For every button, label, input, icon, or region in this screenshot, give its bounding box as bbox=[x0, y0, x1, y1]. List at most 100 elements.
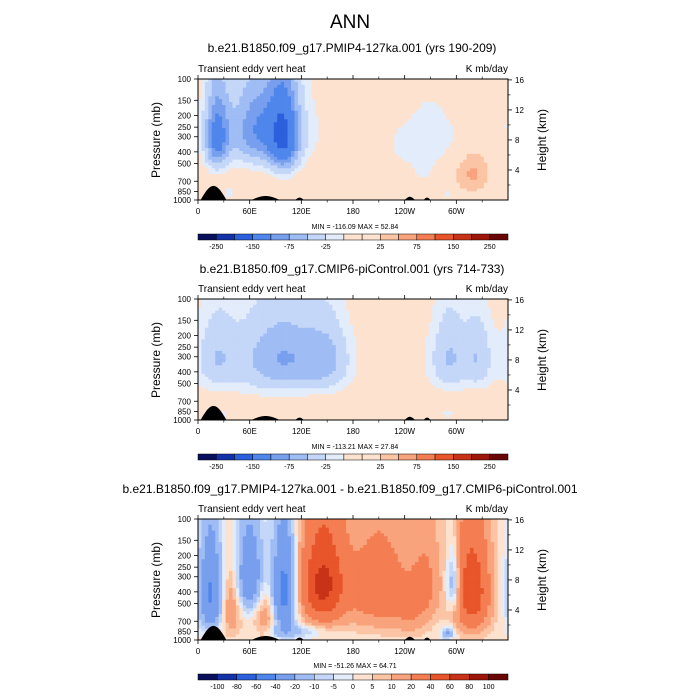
field-cell bbox=[284, 87, 288, 91]
field-cell bbox=[211, 102, 216, 106]
field-cell bbox=[342, 316, 347, 320]
field-cell bbox=[215, 319, 220, 323]
field-cell bbox=[263, 136, 268, 140]
field-cell bbox=[346, 96, 350, 100]
field-cell bbox=[504, 176, 509, 181]
field-cell bbox=[294, 151, 299, 155]
field-cell bbox=[501, 171, 505, 175]
field-cell bbox=[235, 122, 240, 126]
field-cell bbox=[394, 322, 399, 326]
field-cell bbox=[397, 327, 402, 332]
field-cell bbox=[308, 93, 313, 97]
field-cell bbox=[404, 319, 409, 323]
field-cell bbox=[322, 110, 326, 114]
panel-1-y2-axis-label: Height (km) bbox=[535, 109, 549, 171]
field-cell bbox=[473, 113, 478, 117]
field-cell bbox=[408, 194, 412, 198]
field-cell bbox=[332, 113, 337, 117]
field-cell bbox=[394, 139, 399, 143]
field-cell bbox=[211, 81, 216, 86]
field-cell bbox=[377, 299, 381, 303]
field-cell bbox=[322, 127, 326, 132]
field-cell bbox=[349, 299, 354, 303]
field-cell bbox=[204, 113, 209, 117]
field-cell bbox=[432, 133, 437, 137]
field-cell bbox=[415, 122, 419, 126]
field-cell bbox=[470, 81, 474, 86]
field-cell bbox=[253, 87, 257, 91]
field-cell bbox=[215, 185, 220, 189]
field-cell bbox=[470, 324, 474, 329]
field-cell bbox=[353, 324, 357, 329]
field-cell bbox=[242, 116, 247, 120]
field-cell bbox=[304, 310, 309, 314]
field-cell bbox=[242, 313, 247, 317]
field-cell bbox=[439, 116, 443, 120]
field-cell bbox=[466, 185, 471, 189]
field-cell bbox=[229, 142, 233, 146]
field-cell bbox=[494, 136, 499, 140]
field-cell bbox=[297, 99, 302, 103]
field-cell bbox=[483, 116, 488, 120]
field-cell bbox=[287, 197, 292, 201]
field-cell bbox=[263, 116, 268, 120]
field-cell bbox=[239, 168, 244, 172]
field-cell bbox=[222, 153, 226, 158]
field-cell bbox=[408, 176, 412, 181]
field-cell bbox=[401, 90, 406, 94]
field-cell bbox=[415, 194, 419, 198]
field-cell bbox=[480, 87, 485, 91]
field-cell bbox=[408, 90, 412, 94]
field-cell bbox=[353, 148, 357, 152]
field-cell bbox=[387, 197, 392, 201]
field-cell bbox=[490, 127, 495, 132]
field-cell bbox=[483, 299, 488, 303]
field-cell bbox=[366, 176, 371, 181]
field-cell bbox=[346, 104, 350, 109]
field-cell bbox=[497, 319, 502, 323]
field-cell bbox=[421, 130, 426, 135]
field-cell bbox=[222, 96, 226, 100]
field-cell bbox=[456, 194, 461, 198]
field-cell bbox=[311, 171, 316, 175]
field-cell bbox=[339, 322, 344, 326]
field-cell bbox=[473, 194, 478, 198]
field-cell bbox=[325, 79, 330, 83]
field-cell bbox=[411, 142, 416, 146]
field-cell bbox=[463, 156, 468, 161]
field-cell bbox=[198, 93, 202, 97]
field-cell bbox=[497, 81, 502, 86]
field-cell bbox=[384, 90, 388, 94]
field-cell bbox=[404, 125, 409, 129]
field-cell bbox=[322, 168, 326, 172]
field-cell bbox=[229, 113, 233, 117]
field-cell bbox=[229, 96, 233, 100]
field-cell bbox=[270, 84, 275, 88]
field-cell bbox=[339, 90, 344, 94]
field-cell bbox=[232, 153, 237, 158]
field-cell bbox=[421, 188, 426, 192]
field-cell bbox=[384, 79, 388, 83]
field-cell bbox=[325, 81, 330, 86]
field-cell bbox=[504, 102, 509, 106]
field-cell bbox=[452, 322, 457, 326]
field-cell bbox=[490, 327, 495, 332]
field-row bbox=[198, 310, 509, 314]
field-cell bbox=[452, 316, 457, 320]
field-cell bbox=[246, 188, 251, 192]
field-cell bbox=[411, 84, 416, 88]
field-cell bbox=[363, 104, 368, 109]
field-cell bbox=[432, 104, 437, 109]
field-cell bbox=[284, 93, 288, 97]
field-cell bbox=[356, 191, 361, 195]
field-cell bbox=[215, 148, 220, 152]
field-cell bbox=[487, 93, 492, 97]
field-cell bbox=[339, 301, 344, 306]
field-cell bbox=[260, 301, 264, 306]
field-cell bbox=[446, 176, 450, 181]
field-cell bbox=[463, 133, 468, 137]
field-cell bbox=[225, 322, 230, 326]
field-cell bbox=[349, 133, 354, 137]
field-cell bbox=[442, 174, 447, 178]
field-cell bbox=[428, 102, 433, 106]
